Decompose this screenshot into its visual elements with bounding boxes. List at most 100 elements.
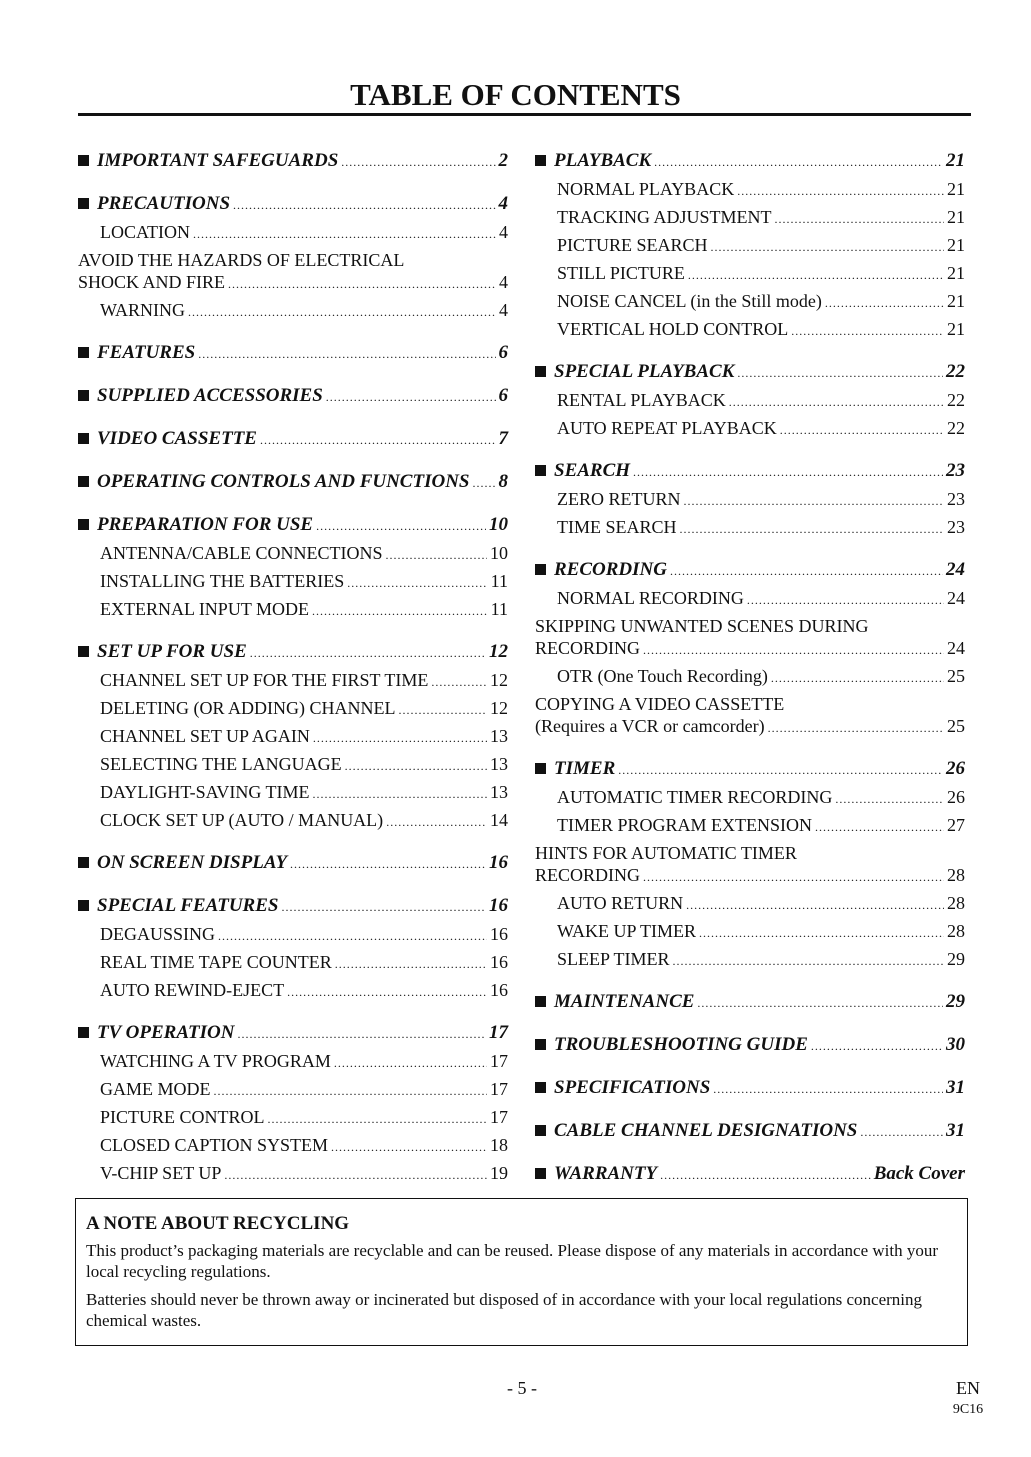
heading-text: WARRANTY [554,1163,658,1184]
toc-heading: SUPPLIED ACCESSORIES 6 [78,382,508,410]
bullet [78,857,89,868]
item-text: AUTOMATIC TIMER RECORDING [557,787,833,807]
item-line: V-CHIP SET UP 19 [100,1159,508,1187]
heading-page: 12 [489,641,508,662]
toc-column: IMPORTANT SAFEGUARDS2 PRECAUTIONS 4 LOCATIO… [78,147,508,1202]
toc-item: CHANNEL SET UP AGAIN 13 [78,722,508,750]
heading-text: RECORDING [554,559,667,580]
bullet [535,564,546,575]
item-page: 29 [947,949,965,969]
heading-page: 16 [489,852,508,873]
item-page: 26 [947,787,965,807]
heading-text: SPECIAL FEATURES [97,895,279,916]
heading-text: CABLE CHANNEL DESIGNATIONS [554,1120,858,1141]
heading-text: SEARCH [554,460,631,481]
heading-page: 23 [946,460,965,481]
item-line: ZERO RETURN 23 [557,485,965,513]
toc-section: SET UP FOR USE12CHANNEL SET UP FOR THE F… [78,638,508,834]
dot-leader [835,785,944,813]
item-page: 17 [490,1051,508,1071]
heading-text: TIMER [554,758,616,779]
title-rule [78,113,971,116]
toc-section: OPERATING CONTROLS AND FUNCTIONS 8 [78,468,508,496]
heading-page: Back Cover [873,1163,965,1184]
item-text: AUTO REPEAT PLAYBACK [557,418,777,438]
item-page: 19 [490,1163,508,1183]
dot-leader [398,696,487,724]
toc-item: INSTALLING THE BATTERIES 11 [78,567,508,595]
item-line: RENTAL PLAYBACK 22 [557,386,965,414]
dot-leader [654,148,943,176]
toc-section: SPECIAL FEATURES16DEGAUSSING16REAL TIME … [78,892,508,1004]
item-text: AUTO REWIND-EJECT [100,980,285,1000]
heading-text: OPERATING CONTROLS AND FUNCTIONS [97,471,470,492]
toc-heading: SPECIAL FEATURES 16 [78,892,508,920]
item-line: GAME MODE 17 [100,1075,508,1103]
item-text: NORMAL RECORDING [557,588,744,608]
model-code: 9C16 [952,1402,984,1417]
dot-leader [316,512,486,540]
dot-leader [713,1075,943,1103]
toc-heading: CABLE CHANNEL DESIGNATIONS 31 [535,1117,965,1145]
dot-leader [268,1105,487,1133]
item-text: STILL PICTURE [557,263,685,283]
item-page: 11 [490,599,508,619]
toc-item: AUTO REPEAT PLAYBACK 22 [535,414,965,442]
toc-item: CLOSED CAPTION SYSTEM 18 [78,1131,508,1159]
item-page: 21 [947,263,965,283]
toc-item: AUTO RETURN 28 [535,889,965,917]
item-line: COPYING A VIDEO CASSETTE [535,693,965,715]
heading-page: 2 [498,150,509,171]
item-line: EXTERNAL INPUT MODE 11 [100,595,508,623]
toc-item: DEGAUSSING 16 [78,920,508,948]
dot-leader [431,668,487,696]
item-page: 16 [490,924,508,944]
toc-heading: PREPARATION FOR USE 10 [78,511,508,539]
bullet [78,900,89,911]
dot-leader [218,922,487,950]
item-line: AUTOMATIC TIMER RECORDING 26 [557,783,965,811]
item-text: NOISE CANCEL (in the Still mode) [557,291,822,311]
item-line: SHOCK AND FIRE 4 [78,271,508,293]
bullet [535,1125,546,1136]
toc-section: ON SCREEN DISPLAY 16 [78,849,508,877]
dot-leader [684,487,945,515]
item-page: 16 [490,952,508,972]
item-page: 10 [490,543,508,563]
item-line: TRACKING ADJUSTMENT 21 [557,203,965,231]
toc-item: STILL PICTURE 21 [535,259,965,287]
item-line: LOCATION 4 [100,218,508,246]
item-text: EXTERNAL INPUT MODE [100,599,309,619]
item-line: OTR (One Touch Recording) 25 [557,662,965,690]
dot-leader [860,1118,943,1146]
toc-section: SPECIAL PLAYBACK22RENTAL PLAYBACK22AUTO … [535,358,965,442]
toc-section: MAINTENANCE 29 [535,988,965,1016]
toc-section: IMPORTANT SAFEGUARDS 2 [78,147,508,175]
item-page: 4 [499,272,508,292]
dot-leader [341,148,495,176]
dot-leader [670,557,943,585]
item-page: 18 [490,1135,508,1155]
item-line: DAYLIGHT-SAVING TIME 13 [100,778,508,806]
item-line: SELECTING THE LANGUAGE 13 [100,750,508,778]
toc-section: SPECIFICATIONS 31 [535,1074,965,1102]
recycling-note: A NOTE ABOUT RECYCLING This product’s pa… [75,1198,968,1346]
heading-page: 8 [498,471,509,492]
item-line: DELETING (OR ADDING) CHANNEL 12 [100,694,508,722]
toc-heading: SEARCH 23 [535,457,965,485]
heading-page: 10 [489,514,508,535]
dot-leader [686,891,944,919]
item-line: TIME SEARCH 23 [557,513,965,541]
heading-text: PRECAUTIONS [97,193,231,214]
heading-text: SET UP FOR USE [97,641,247,662]
dot-leader [287,978,487,1006]
dot-leader [198,340,495,368]
bullet [535,366,546,377]
toc-item: ZERO RETURN 23 [535,485,965,513]
item-page: 24 [947,638,965,658]
item-line: NOISE CANCEL (in the Still mode) 21 [557,287,965,315]
item-line: RECORDING 24 [535,637,965,659]
item-line: TIMER PROGRAM EXTENSION 27 [557,811,965,839]
heading-text: PLAYBACK [554,150,652,171]
